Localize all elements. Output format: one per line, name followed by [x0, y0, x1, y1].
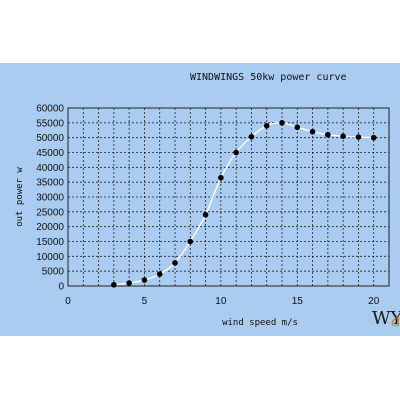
y-tick-label: 45000	[36, 148, 64, 159]
data-point	[355, 134, 362, 140]
data-point	[370, 134, 377, 141]
y-tick-label: 60000	[36, 104, 64, 115]
data-point	[156, 271, 163, 277]
y-tick-label: 40000	[36, 163, 64, 174]
y-tick-label: 15000	[36, 237, 64, 248]
data-point	[111, 282, 117, 288]
data-points	[111, 120, 377, 288]
data-point	[279, 120, 285, 126]
data-point	[294, 124, 301, 131]
x-tick-label: 20	[368, 296, 380, 307]
chart-title: WINDWINGS 50kw power curve	[190, 72, 347, 83]
y-tick-label: 55000	[36, 118, 64, 129]
y-axis-label: out power w	[15, 167, 25, 227]
y-tick-label: 5000	[42, 267, 65, 278]
power-curve-line	[113, 122, 374, 286]
x-axis-label: wind speed m/s	[222, 318, 298, 328]
data-point	[233, 149, 239, 156]
y-tick-label: 30000	[36, 193, 64, 204]
y-tick-labels: 0 5000 10000 15000 20000 25000 30000 35000 40000…	[36, 104, 64, 293]
data-point	[172, 260, 178, 266]
data-point	[248, 133, 255, 140]
x-tick-label: 15	[292, 296, 304, 307]
data-point	[263, 123, 270, 129]
logo: WY a	[372, 308, 400, 330]
data-point	[340, 133, 346, 139]
y-tick-label: 35000	[36, 178, 64, 189]
plot-frame	[67, 107, 390, 287]
logo-text: WY	[372, 308, 400, 329]
x-tick-label: 5	[142, 296, 148, 307]
data-point	[187, 238, 194, 245]
x-tick-label: 10	[215, 296, 227, 307]
data-point	[309, 128, 316, 135]
y-tick-label: 0	[58, 282, 64, 293]
y-tick-label: 50000	[36, 133, 64, 144]
data-point	[126, 280, 132, 286]
y-tick-label: 20000	[36, 222, 64, 233]
x-tick-label: 0	[65, 296, 71, 307]
y-tick-label: 25000	[36, 207, 64, 218]
data-point	[141, 277, 148, 283]
logo-accent: a	[391, 311, 400, 330]
x-tick-labels: 0 5 10 15 20	[65, 296, 379, 307]
data-point	[202, 212, 209, 218]
data-point	[325, 131, 331, 138]
grid-layer	[68, 108, 389, 286]
data-point	[218, 174, 224, 181]
y-tick-label: 10000	[36, 252, 64, 263]
